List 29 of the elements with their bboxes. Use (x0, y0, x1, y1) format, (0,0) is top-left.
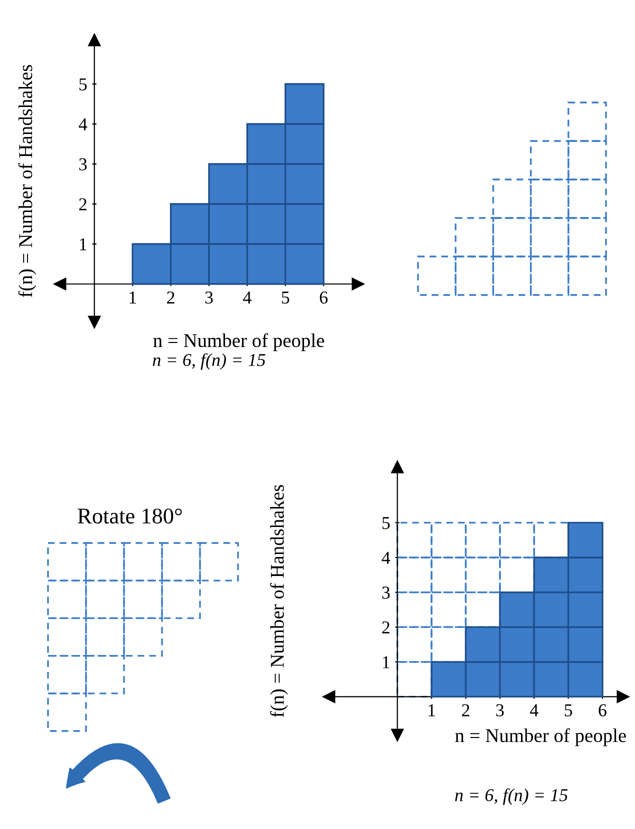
x-tick-label: 1 (428, 704, 435, 716)
x-axis-title: n = Number of people (455, 728, 626, 746)
y-tick-label: 1 (382, 656, 390, 668)
y-tick-label: 2 (382, 621, 390, 634)
x-tick-label: 5 (282, 292, 290, 304)
text: n = 6, f(n) = 15 (152, 353, 266, 370)
text: n = 6, f(n) = 15 (455, 788, 568, 805)
x-tick-label: 5 (564, 704, 572, 716)
x-tick-label: 6 (598, 704, 606, 716)
x-tick-label: 2 (167, 292, 174, 304)
y-tick-label: 3 (79, 158, 87, 170)
x-tick-label: 4 (530, 704, 538, 716)
x-axis-title: n = Number of people (153, 333, 324, 352)
y-tick-label: 5 (79, 78, 87, 90)
x-tick-label: 2 (462, 704, 470, 716)
y-tick-label: 1 (80, 238, 86, 250)
x-tick-label: 3 (496, 704, 504, 716)
y-axis-title: f(n) = Number of Handshakes (270, 484, 288, 718)
y-tick-label: 4 (382, 552, 390, 564)
text: Rotate 180° (78, 508, 182, 524)
x-tick-label: 1 (130, 292, 136, 304)
x-tick-label: 6 (320, 292, 328, 304)
y-tick-label: 2 (79, 198, 86, 210)
y-axis-title: f(n) = Number of Handshakes (18, 64, 36, 298)
x-tick-label: 3 (205, 292, 213, 304)
y-tick-label: 4 (78, 118, 88, 130)
y-tick-label: 5 (382, 517, 390, 530)
x-tick-label: 4 (243, 292, 252, 304)
y-tick-label: 3 (382, 586, 390, 599)
